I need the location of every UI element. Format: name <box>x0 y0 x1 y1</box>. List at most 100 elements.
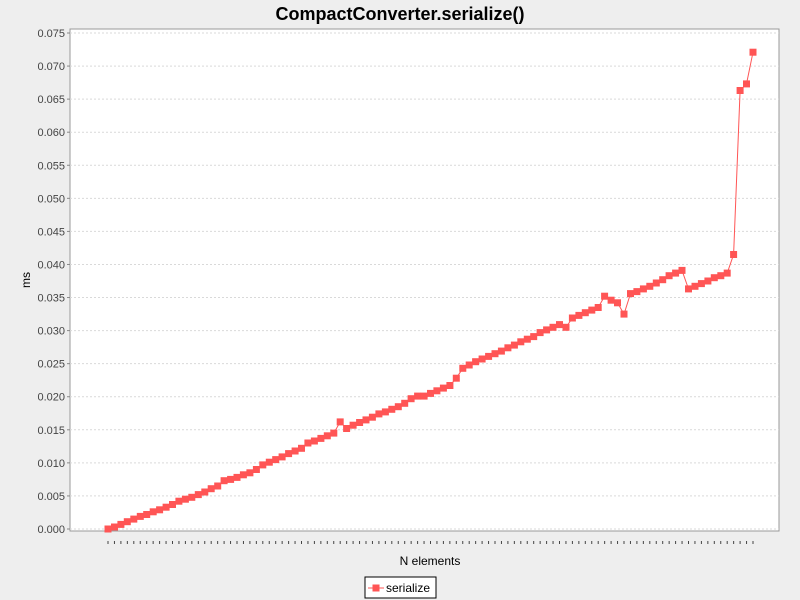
y-tick-label: 0.045 <box>37 226 65 238</box>
data-point <box>104 525 112 533</box>
data-point <box>723 269 731 277</box>
y-axis-label: ms <box>19 272 33 288</box>
data-point <box>285 450 293 458</box>
data-point <box>672 269 680 277</box>
legend-marker <box>372 584 380 592</box>
data-point <box>543 326 551 334</box>
data-point <box>381 408 389 416</box>
data-point <box>685 285 692 293</box>
data-point <box>665 272 673 280</box>
data-point <box>730 251 738 258</box>
y-tick-label: 0.015 <box>37 425 65 437</box>
data-point <box>575 311 583 319</box>
data-point <box>497 347 505 355</box>
data-point <box>536 329 544 337</box>
data-point <box>749 48 757 56</box>
data-point <box>439 384 447 392</box>
legend-label: serialize <box>386 581 430 595</box>
data-point <box>239 471 247 479</box>
data-point <box>375 410 383 418</box>
data-point <box>446 382 454 389</box>
data-point <box>117 520 125 528</box>
data-point <box>517 338 525 346</box>
data-point <box>207 485 215 493</box>
data-point <box>149 508 157 516</box>
y-tick-label: 0.025 <box>37 359 65 371</box>
data-point <box>388 405 396 413</box>
data-point <box>465 361 473 369</box>
data-point <box>627 290 634 298</box>
data-point <box>710 274 718 282</box>
data-point <box>614 299 621 307</box>
data-point <box>349 421 357 429</box>
data-point <box>523 335 531 343</box>
data-point <box>691 282 699 290</box>
data-point <box>272 456 280 464</box>
data-point <box>323 432 331 440</box>
data-point <box>420 392 428 400</box>
y-tick-label: 0.055 <box>37 160 65 172</box>
data-point <box>265 458 273 466</box>
legend-box <box>364 576 437 599</box>
data-point <box>433 387 441 395</box>
y-tick-label: 0.060 <box>37 127 65 139</box>
data-point <box>581 309 589 317</box>
data-point <box>401 399 409 407</box>
data-point <box>394 403 402 411</box>
y-tick-label: 0.010 <box>37 458 65 470</box>
y-axis-ticks: 0.000 0.005 0.010 0.015 0.020 0.025 0.030 0.035… <box>37 28 70 536</box>
data-point <box>362 416 370 424</box>
data-point <box>368 413 376 421</box>
y-tick-label: 0.075 <box>37 28 65 40</box>
data-point <box>259 461 267 469</box>
data-point <box>472 358 480 366</box>
data-point <box>343 425 351 432</box>
data-point <box>175 497 183 505</box>
data-point <box>233 473 241 481</box>
data-point <box>568 314 576 322</box>
y-tick-label: 0.070 <box>37 61 65 73</box>
y-tick-label: 0.050 <box>37 193 65 205</box>
data-point <box>227 475 235 483</box>
data-point <box>214 482 222 490</box>
data-point <box>194 491 202 499</box>
data-point <box>646 282 654 290</box>
data-point <box>607 296 615 304</box>
y-tick-label: 0.035 <box>37 293 65 305</box>
data-point <box>478 355 486 363</box>
data-point <box>459 364 467 372</box>
data-point <box>652 279 660 287</box>
data-point <box>452 374 460 382</box>
data-point <box>310 437 318 445</box>
data-point <box>330 429 338 437</box>
y-tick-label: 0.065 <box>37 94 65 106</box>
data-point <box>659 276 667 284</box>
data-point <box>743 80 750 88</box>
data-point <box>336 418 344 426</box>
data-point <box>246 469 254 477</box>
data-point <box>143 511 151 518</box>
data-point <box>356 419 364 426</box>
data-point <box>278 453 286 461</box>
data-point <box>633 288 641 296</box>
data-point <box>639 285 647 293</box>
data-point <box>156 506 164 514</box>
legend: serialize <box>364 576 437 599</box>
data-point <box>491 350 499 358</box>
data-point <box>414 392 422 400</box>
data-point <box>510 341 518 349</box>
data-point <box>530 333 538 341</box>
data-point <box>549 323 557 331</box>
data-point <box>556 321 563 329</box>
data-point <box>162 503 170 511</box>
series-serialize <box>104 48 757 533</box>
y-tick-label: 0.005 <box>37 491 65 503</box>
data-point <box>130 515 138 523</box>
data-point <box>562 323 570 331</box>
data-point <box>717 272 725 280</box>
data-point <box>201 488 209 496</box>
data-point <box>427 389 434 397</box>
data-point <box>169 501 176 508</box>
data-point <box>407 395 415 403</box>
